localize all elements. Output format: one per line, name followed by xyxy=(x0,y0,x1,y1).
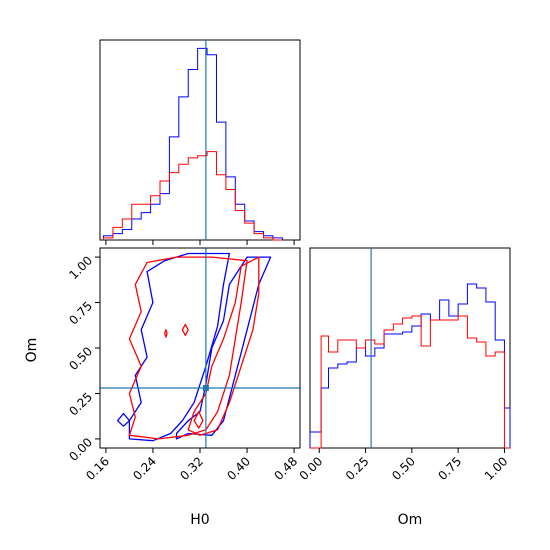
joint-xtick-label: 0.48 xyxy=(271,454,300,483)
contour-red-5 xyxy=(164,329,168,338)
om-hist-xtick-label: 0.75 xyxy=(435,454,464,483)
joint-truth-marker xyxy=(202,385,209,391)
h0-om-contour-panel: 0.16 0.24 0.32 0.40 0.48 0.00 0.25 0.50 0.75 1.00 xyxy=(66,247,301,483)
contour-red-7 xyxy=(193,410,204,429)
x-axis-label-om: Om xyxy=(398,512,423,528)
h0-hist-series-blue xyxy=(103,47,283,240)
h0-hist-frame xyxy=(99,39,301,241)
joint-ytick-label: 1.00 xyxy=(66,253,95,282)
om-hist-series-red xyxy=(310,315,510,449)
h0-hist-series-red xyxy=(103,151,283,241)
contour-blue-1 xyxy=(128,252,231,442)
contour-blue-2 xyxy=(116,412,131,427)
joint-ytick-label: 0.25 xyxy=(66,390,95,419)
om-hist-frame xyxy=(309,247,511,449)
joint-ytick-label: 0.50 xyxy=(66,344,95,373)
joint-xtick-label: 0.16 xyxy=(83,454,112,483)
contour-red-3 xyxy=(187,256,260,436)
y-axis-label-om: Om xyxy=(24,338,40,363)
joint-xtick-label: 0.32 xyxy=(177,454,206,483)
om-histogram-panel: 0.00 0.25 0.50 0.75 1.00 xyxy=(297,247,511,483)
joint-contours xyxy=(116,252,272,442)
joint-frame xyxy=(99,247,301,449)
om-hist-xtick-label: 0.25 xyxy=(343,454,372,483)
contour-red-6 xyxy=(181,323,189,336)
joint-ytick-label: 0.00 xyxy=(66,435,95,464)
om-hist-series-blue xyxy=(309,283,511,448)
x-axis-label-h0: H0 xyxy=(190,512,209,528)
joint-ytick-label: 0.75 xyxy=(66,299,95,328)
joint-xtick-label: 0.40 xyxy=(224,454,253,483)
om-hist-xtick-label: 0.50 xyxy=(389,454,418,483)
joint-xtick-label: 0.24 xyxy=(130,454,159,483)
om-hist-xtick-label: 1.00 xyxy=(482,454,511,483)
om-hist-xtick-label: 0.00 xyxy=(297,454,326,483)
h0-histogram-panel xyxy=(99,39,301,245)
